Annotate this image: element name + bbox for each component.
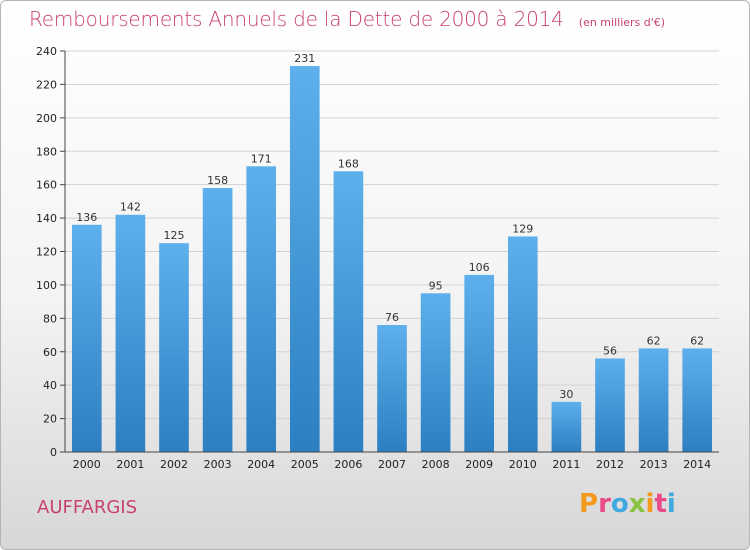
x-tick-label: 2014 [683,458,711,471]
unit-text: (en milliers d'€) [578,16,666,29]
logo-letter: x [628,489,646,519]
bar [333,171,364,453]
logo-letter: r [598,489,611,519]
logo-letter: P [579,489,599,519]
commune-name: AUFFARGIS [37,497,138,518]
data-label: 171 [251,152,272,165]
data-label: 168 [338,157,359,170]
y-tick-label: 0 [50,446,57,459]
bar [71,224,102,452]
bar [682,348,713,452]
bar [159,243,189,452]
data-label: 76 [385,311,399,324]
bar [420,293,451,452]
y-tick-label: 200 [36,112,57,125]
data-label: 129 [512,222,533,235]
x-tick-label: 2012 [596,458,624,471]
x-tick-label: 2007 [378,458,406,471]
data-label: 56 [603,344,617,357]
y-tick-label: 20 [43,413,57,426]
bar [115,214,146,452]
data-label: 30 [559,388,573,401]
proxiti-logo: Proxiti [579,489,676,519]
chart-title: Remboursements Annuels de la Dette de 20… [29,7,665,31]
y-tick-label: 40 [43,379,57,392]
bar [377,325,407,452]
x-tick-label: 2004 [247,458,275,471]
x-tick-label: 2010 [509,458,537,471]
data-label: 231 [294,52,315,65]
bar [595,358,625,452]
y-axis: 0 20 40 60 80 100 120 140 160 180 200 220 240 [36,45,66,459]
y-tick-label: 220 [36,78,57,91]
logo-letter: i [666,489,676,519]
data-label: 136 [76,211,97,224]
logo-letter: i [645,489,655,519]
data-label: 106 [469,261,490,274]
bar [289,66,320,452]
x-tick-label: 2002 [160,458,188,471]
data-label: 158 [207,174,228,187]
x-tick-label: 2013 [640,458,668,471]
bar [551,401,582,452]
y-tick-label: 160 [36,179,57,192]
y-tick-label: 80 [43,312,57,325]
y-tick-label: 180 [36,145,57,158]
data-label: 142 [120,201,141,214]
data-label: 62 [690,334,704,347]
y-tick-label: 120 [36,246,57,259]
bar [507,236,538,452]
x-tick-label: 2003 [204,458,232,471]
bar [638,348,669,452]
y-tick-label: 140 [36,212,57,225]
y-tick-label: 100 [36,279,57,292]
x-tick-label: 2011 [552,458,580,471]
data-label: 125 [164,229,185,242]
bars: 136 142 125 158 171 231 168 76 95 106 129 30 56 62 62 [71,52,713,453]
title-text: Remboursements Annuels de la Dette de 20… [29,7,564,31]
bar [202,188,233,452]
x-tick-label: 2006 [334,458,362,471]
bar [464,274,495,452]
x-axis: 2000 2001 2002 2003 2004 2005 2006 2007 2008 2009… [65,451,719,471]
logo-letter: t [654,489,667,519]
x-tick-label: 2000 [73,458,101,471]
x-tick-label: 2005 [291,458,319,471]
x-tick-label: 2009 [465,458,493,471]
y-tick-label: 60 [43,346,57,359]
x-tick-label: 2001 [116,458,144,471]
data-label: 95 [429,279,443,292]
bar [246,166,277,452]
logo-letter: o [610,489,629,519]
y-tick-label: 240 [36,45,57,58]
x-tick-label: 2008 [422,458,450,471]
data-label: 62 [647,334,661,347]
